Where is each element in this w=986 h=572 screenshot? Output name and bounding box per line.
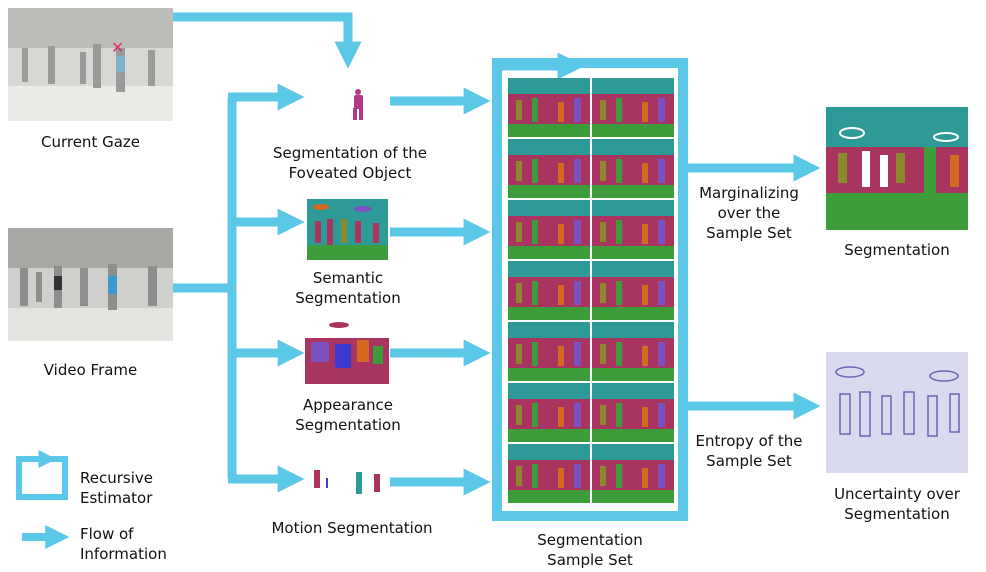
video-frame-image xyxy=(8,228,173,341)
semantic-label: Semantic Segmentation xyxy=(295,269,401,307)
entropy-label: Entropy of the Sample Set xyxy=(695,432,803,470)
gaze-marker-icon: ✕ xyxy=(111,38,125,57)
segmentation-output-label: Segmentation xyxy=(844,241,950,259)
sample-set-label: Segmentation Sample Set xyxy=(537,531,643,569)
video-frame-label: Video Frame xyxy=(43,361,138,379)
arrow-gaze-to-foveated xyxy=(172,12,362,69)
semantic-segmentation-image xyxy=(307,199,388,260)
appearance-label: Appearance Segmentation xyxy=(295,396,401,434)
uncertainty-output-image xyxy=(826,352,968,473)
legend-flow-label: Flow of Information xyxy=(80,525,167,563)
current-gaze-image: ✕ xyxy=(8,8,173,121)
recursive-estimator-frame xyxy=(492,58,688,521)
appearance-segmentation-image xyxy=(305,320,389,384)
legend-recursive-icon xyxy=(16,456,68,500)
uncertainty-label: Uncertainty over Segmentation xyxy=(834,485,960,523)
foveated-label: Segmentation of the Foveated Object xyxy=(272,144,428,182)
motion-label: Motion Segmentation xyxy=(271,519,433,537)
sample-set-grid xyxy=(508,78,674,510)
current-gaze-label: Current Gaze xyxy=(40,133,141,151)
legend-recursive-label: Recursive Estimator xyxy=(80,469,153,507)
motion-segmentation-image xyxy=(310,468,390,498)
foveated-object-image xyxy=(346,88,366,122)
segmentation-output-image xyxy=(826,107,968,230)
marginalizing-label: Marginalizing over the Sample Set xyxy=(699,184,799,242)
